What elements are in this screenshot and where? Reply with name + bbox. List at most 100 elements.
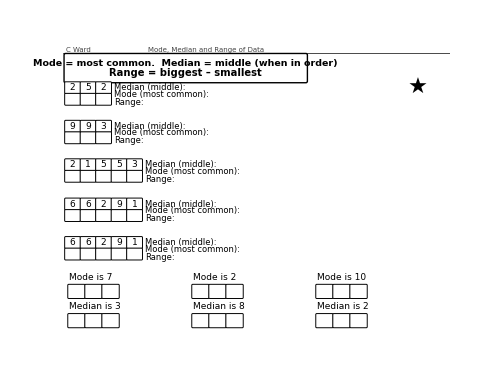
FancyBboxPatch shape: [126, 198, 142, 210]
FancyBboxPatch shape: [64, 198, 80, 210]
FancyBboxPatch shape: [316, 284, 333, 298]
FancyBboxPatch shape: [126, 237, 142, 248]
Text: 1: 1: [132, 200, 138, 208]
Text: 5: 5: [85, 83, 91, 92]
FancyBboxPatch shape: [111, 198, 127, 210]
Text: Median (middle):: Median (middle):: [146, 160, 217, 169]
Text: 2: 2: [101, 238, 106, 247]
Text: 2: 2: [70, 83, 75, 92]
Text: 9: 9: [116, 238, 122, 247]
Text: 1: 1: [85, 160, 91, 169]
FancyBboxPatch shape: [102, 284, 119, 298]
FancyBboxPatch shape: [64, 237, 80, 248]
FancyBboxPatch shape: [80, 198, 96, 210]
Text: 2: 2: [101, 83, 106, 92]
FancyBboxPatch shape: [80, 159, 96, 171]
FancyBboxPatch shape: [209, 314, 226, 328]
FancyBboxPatch shape: [111, 159, 127, 171]
Text: Median (middle):: Median (middle):: [146, 238, 217, 247]
FancyBboxPatch shape: [64, 82, 80, 94]
Text: Range:: Range:: [146, 175, 175, 184]
FancyBboxPatch shape: [96, 237, 112, 248]
Text: 3: 3: [132, 160, 138, 169]
Text: C Ward: C Ward: [66, 46, 91, 53]
Text: 6: 6: [85, 238, 91, 247]
FancyBboxPatch shape: [64, 248, 80, 260]
FancyBboxPatch shape: [111, 248, 127, 260]
Text: 2: 2: [70, 160, 75, 169]
FancyBboxPatch shape: [111, 210, 127, 222]
FancyBboxPatch shape: [96, 120, 112, 132]
Text: Range:: Range:: [146, 214, 175, 223]
Text: Mode is 7: Mode is 7: [68, 273, 112, 282]
FancyBboxPatch shape: [96, 93, 112, 105]
FancyBboxPatch shape: [64, 132, 80, 144]
Text: Mode (most common):: Mode (most common):: [146, 206, 240, 215]
FancyBboxPatch shape: [64, 170, 80, 182]
FancyBboxPatch shape: [350, 284, 367, 298]
Text: Median is 2: Median is 2: [316, 302, 368, 311]
FancyBboxPatch shape: [96, 248, 112, 260]
FancyBboxPatch shape: [96, 82, 112, 94]
Text: 1: 1: [132, 238, 138, 247]
FancyBboxPatch shape: [126, 248, 142, 260]
Text: Mode is 10: Mode is 10: [316, 273, 366, 282]
Text: Mode is 2: Mode is 2: [192, 273, 236, 282]
Text: Range = biggest – smallest: Range = biggest – smallest: [110, 69, 262, 78]
Text: 9: 9: [116, 200, 122, 208]
FancyBboxPatch shape: [209, 284, 226, 298]
Text: Mode (most common):: Mode (most common):: [114, 90, 210, 99]
Text: 9: 9: [85, 122, 91, 131]
FancyBboxPatch shape: [68, 284, 85, 298]
FancyBboxPatch shape: [80, 120, 96, 132]
FancyBboxPatch shape: [96, 210, 112, 222]
FancyBboxPatch shape: [96, 170, 112, 182]
FancyBboxPatch shape: [80, 170, 96, 182]
FancyBboxPatch shape: [80, 210, 96, 222]
FancyBboxPatch shape: [96, 198, 112, 210]
Text: ★: ★: [408, 78, 428, 98]
Text: Mode (most common):: Mode (most common):: [146, 167, 240, 176]
Text: Median (middle):: Median (middle):: [146, 200, 217, 208]
FancyBboxPatch shape: [192, 284, 209, 298]
Text: 6: 6: [85, 200, 91, 208]
Text: 6: 6: [70, 200, 75, 208]
FancyBboxPatch shape: [226, 314, 243, 328]
FancyBboxPatch shape: [80, 237, 96, 248]
FancyBboxPatch shape: [85, 284, 102, 298]
Text: Median (middle):: Median (middle):: [114, 83, 186, 92]
FancyBboxPatch shape: [333, 284, 350, 298]
FancyBboxPatch shape: [111, 170, 127, 182]
FancyBboxPatch shape: [333, 314, 350, 328]
Text: 5: 5: [116, 160, 122, 169]
Text: 6: 6: [70, 238, 75, 247]
FancyBboxPatch shape: [80, 93, 96, 105]
Text: Median (middle):: Median (middle):: [114, 122, 186, 131]
FancyBboxPatch shape: [316, 314, 333, 328]
Text: 2: 2: [101, 200, 106, 208]
Text: Mode = most common.  Median = middle (when in order): Mode = most common. Median = middle (whe…: [34, 59, 338, 68]
Text: 3: 3: [100, 122, 106, 131]
FancyBboxPatch shape: [96, 132, 112, 144]
Text: Mode (most common):: Mode (most common):: [114, 128, 210, 137]
FancyBboxPatch shape: [64, 120, 80, 132]
Text: Median is 8: Median is 8: [192, 302, 244, 311]
FancyBboxPatch shape: [350, 314, 367, 328]
Text: Mode, Median and Range of Data: Mode, Median and Range of Data: [148, 46, 264, 53]
FancyBboxPatch shape: [126, 159, 142, 171]
FancyBboxPatch shape: [68, 314, 85, 328]
FancyBboxPatch shape: [111, 237, 127, 248]
FancyBboxPatch shape: [126, 170, 142, 182]
FancyBboxPatch shape: [102, 314, 119, 328]
FancyBboxPatch shape: [226, 284, 243, 298]
FancyBboxPatch shape: [126, 210, 142, 222]
Text: 5: 5: [100, 160, 106, 169]
FancyBboxPatch shape: [85, 314, 102, 328]
FancyBboxPatch shape: [64, 210, 80, 222]
Text: Range:: Range:: [146, 253, 175, 262]
FancyBboxPatch shape: [96, 159, 112, 171]
FancyBboxPatch shape: [80, 248, 96, 260]
Text: Range:: Range:: [114, 136, 144, 146]
Text: Range:: Range:: [114, 98, 144, 107]
FancyBboxPatch shape: [80, 132, 96, 144]
